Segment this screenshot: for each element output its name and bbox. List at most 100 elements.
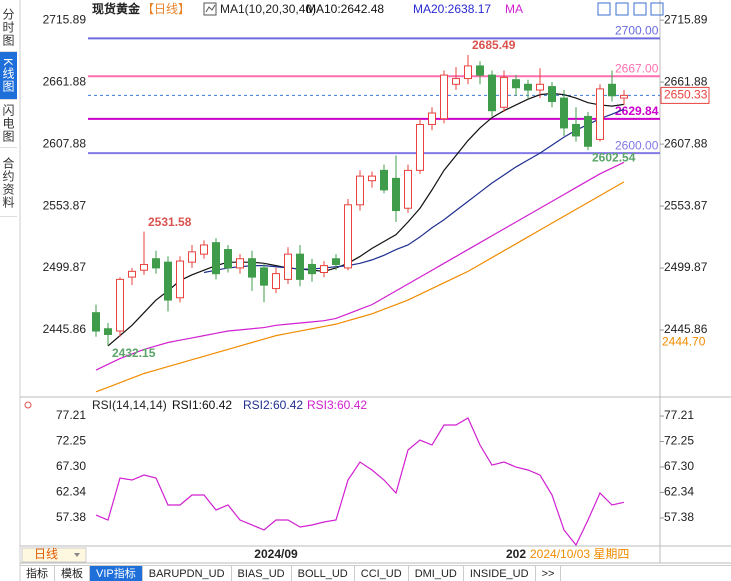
icon[interactable] — [633, 2, 647, 16]
y-tick-label: 72.25 — [664, 434, 694, 448]
x-tick-label: 202 — [506, 547, 526, 561]
indicator-tab[interactable]: >> — [536, 566, 562, 581]
candle-body — [236, 258, 244, 269]
icon[interactable] — [615, 2, 629, 16]
candle-body — [572, 123, 580, 137]
rsi-value: RSI1:60.42 — [172, 398, 232, 412]
candle-body — [356, 175, 364, 206]
candle-body — [200, 244, 208, 255]
indicator-tab[interactable]: VIP指标 — [90, 566, 143, 581]
candle-body — [536, 83, 544, 91]
y-tick-label: 2499.87 — [43, 260, 87, 274]
dropdown-arrow — [74, 553, 80, 557]
rsi-icon[interactable] — [24, 401, 32, 409]
ma-label: MA1(10,20,30,40) — [220, 2, 316, 16]
period[interactable]: 【日线】 — [142, 2, 190, 16]
indicator-tab[interactable]: 模板 — [55, 566, 90, 581]
sidebar-tab[interactable]: K线图 — [0, 52, 17, 100]
icon[interactable] — [650, 2, 664, 16]
indicator-tab[interactable]: BOLL_UD — [292, 566, 355, 581]
candle-body — [368, 175, 376, 182]
sidebar-tab[interactable]: 闪电图 — [0, 100, 17, 148]
candle-body — [440, 74, 448, 120]
rsi-title: RSI(14,14,14) — [92, 398, 167, 412]
rsi-value: RSI2:60.42 — [243, 398, 303, 412]
y-tick-label: 62.34 — [56, 485, 86, 499]
candle-body — [212, 242, 220, 275]
candle-body — [224, 249, 232, 269]
candle-body — [260, 267, 268, 286]
side-label: 2444.70 — [662, 335, 706, 349]
extreme-label: 2432.15 — [112, 346, 156, 360]
y-tick-label: 57.38 — [664, 510, 694, 524]
y-tick-label: 2661.88 — [664, 74, 708, 88]
candle-body — [116, 278, 124, 332]
indicator-tab[interactable]: BIAS_UD — [232, 566, 292, 581]
y-tick-label: 67.30 — [664, 459, 694, 473]
y-tick-label: 2553.87 — [43, 198, 87, 212]
candle-body — [332, 258, 340, 265]
indicator-tab[interactable]: INSIDE_UD — [464, 566, 536, 581]
indicator-tab[interactable]: CCI_UD — [355, 566, 409, 581]
candle-body — [272, 273, 280, 290]
candle-body — [452, 78, 460, 85]
ma-value: MA — [505, 2, 523, 16]
last-price-label: 2650.33 — [664, 88, 708, 102]
y-tick-label: 2607.88 — [43, 136, 87, 150]
y-tick-label: 2445.86 — [43, 322, 87, 336]
window-icons — [597, 2, 664, 16]
candle-body — [92, 312, 100, 332]
y-tick-label: 77.21 — [664, 408, 694, 422]
sidebar-tab[interactable]: 合约资料 — [0, 150, 17, 217]
y-tick-label: 2715.89 — [664, 12, 708, 26]
ma-value: MA10:2642.48 — [306, 2, 384, 16]
candle-body — [152, 258, 160, 269]
y-tick-label: 72.25 — [56, 434, 86, 448]
candle-body — [320, 265, 328, 274]
ma-icon-line — [205, 4, 216, 13]
price-level-label: 2700.00 — [615, 24, 659, 38]
line-series — [107, 92, 625, 347]
extreme-label: 2602.54 — [592, 150, 636, 164]
candle-body — [596, 88, 604, 140]
extreme-label: 2531.58 — [148, 215, 192, 229]
cursor-date: 2024/10/03 星期四 — [530, 547, 629, 561]
indicator-tabs: 指标 模板 VIP指标 BARUPDN_UD BIAS_UD BOLL_UD CCI_UD D… — [20, 565, 731, 581]
indicator-tab[interactable]: DMI_UD — [409, 566, 464, 581]
candle-body — [140, 263, 148, 271]
candle-body — [308, 263, 316, 275]
last-price-box — [660, 86, 710, 104]
y-tick-label: 2499.87 — [664, 260, 708, 274]
candle-body — [416, 123, 424, 171]
candle-body — [284, 253, 292, 280]
y-tick-label: 2715.89 — [43, 12, 87, 26]
y-tick-label: 2553.87 — [664, 198, 708, 212]
candle-body — [188, 251, 196, 263]
candle-body — [176, 260, 184, 299]
line-series — [95, 181, 625, 393]
y-tick-label: 67.30 — [56, 459, 86, 473]
candle-body — [380, 169, 388, 191]
candle-body — [392, 177, 400, 212]
indicator-tab[interactable]: 指标 — [20, 566, 55, 581]
period-select-label[interactable]: 日线 — [34, 547, 58, 561]
period-select[interactable] — [21, 547, 87, 563]
candle-body — [608, 83, 616, 97]
line-series — [95, 161, 625, 371]
y-tick-label: 62.34 — [664, 485, 694, 499]
candle-body — [512, 79, 520, 89]
ma-value: MA20:2638.17 — [413, 2, 491, 16]
y-tick-label: 2607.88 — [664, 136, 708, 150]
line-series — [95, 417, 625, 547]
icon[interactable] — [597, 2, 611, 16]
ma-icon[interactable] — [203, 2, 217, 16]
rsi-value: RSI3:60.42 — [307, 398, 367, 412]
sidebar-tab[interactable]: 分时图 — [0, 4, 17, 52]
line-series — [203, 108, 625, 274]
candle-body — [500, 76, 508, 108]
candle-body — [248, 258, 256, 278]
indicator-tab[interactable]: BARUPDN_UD — [143, 566, 232, 581]
symbol: 现货黄金 — [92, 1, 141, 16]
